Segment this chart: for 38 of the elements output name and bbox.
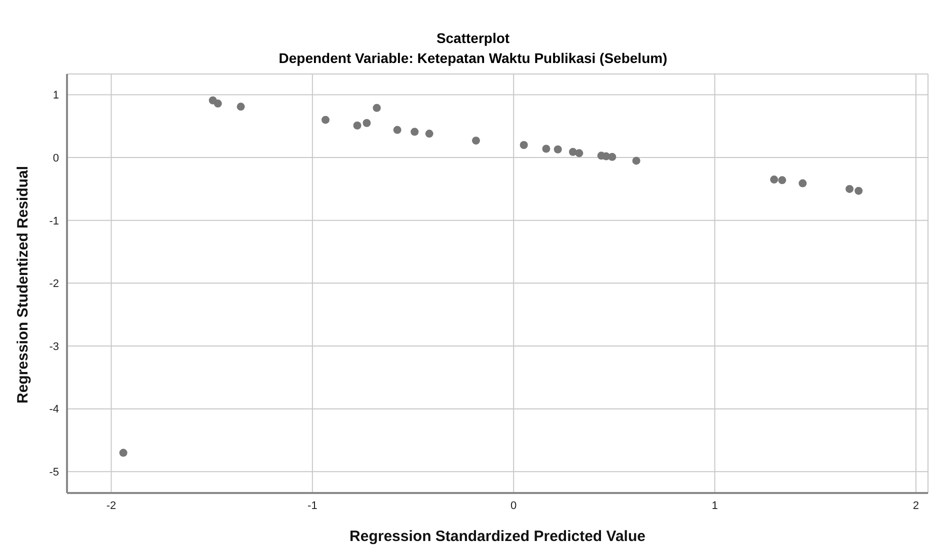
x-tick-label: 0 <box>510 500 517 512</box>
y-tick-label: -2 <box>49 278 59 290</box>
point <box>393 126 402 134</box>
point <box>846 184 854 193</box>
point <box>542 144 550 153</box>
y-axis-title: Regression Studentized Residual <box>14 166 32 404</box>
x-tick-label: -2 <box>106 500 116 512</box>
point <box>372 104 381 112</box>
point <box>410 128 419 136</box>
point <box>632 156 640 165</box>
point <box>575 149 584 158</box>
x-tick-label: 1 <box>712 500 718 512</box>
x-axis-title: Regression Standardized Predicted Value <box>350 528 646 545</box>
point <box>770 176 778 184</box>
y-tick-label: -4 <box>49 404 59 416</box>
y-tick-label: -5 <box>49 466 59 479</box>
y-tick-label: -3 <box>49 340 59 353</box>
point <box>119 448 128 457</box>
point <box>214 100 222 108</box>
point <box>854 186 863 195</box>
point <box>362 119 371 127</box>
point <box>798 179 807 188</box>
point <box>778 176 786 184</box>
point <box>236 102 245 111</box>
point <box>554 145 562 154</box>
point <box>520 140 528 149</box>
y-tick-label: 0 <box>52 152 59 164</box>
point <box>353 122 362 130</box>
chart-subtitle: Dependent Variable: Ketepatan Waktu Publikasi (Sebelum) <box>278 50 668 66</box>
point <box>322 116 330 124</box>
point <box>425 130 434 138</box>
x-tick-label: -1 <box>308 500 318 512</box>
point <box>472 136 480 145</box>
y-tick-label: -1 <box>49 215 59 228</box>
point <box>608 152 616 161</box>
x-tick-label: 2 <box>912 500 919 512</box>
y-tick-label: 1 <box>52 90 59 102</box>
chart-title: Scatterplot <box>435 30 511 46</box>
